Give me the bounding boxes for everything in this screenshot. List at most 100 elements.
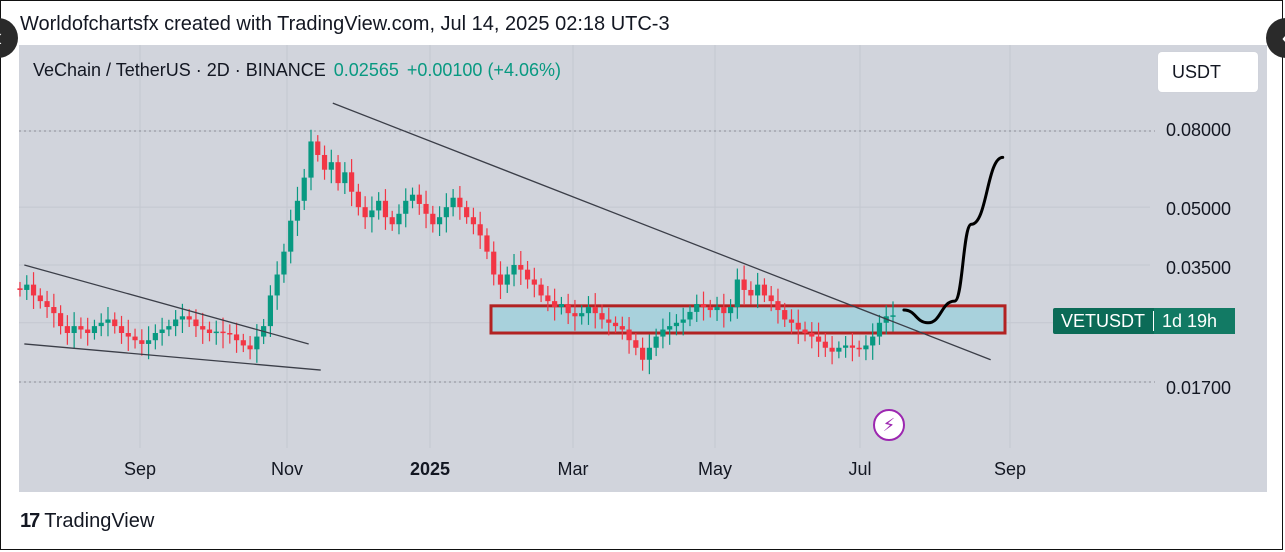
candle-body [254,336,260,350]
attribution-text: Worldofchartsfx created with TradingView… [20,13,670,35]
candle-body [511,264,517,275]
candle-body [409,194,416,201]
price-axis-label: 0.03500 [1166,258,1232,278]
candle-body [748,289,754,296]
candle-body [58,313,64,327]
candle-body [890,315,896,317]
candle-body [464,207,470,218]
candle-body [145,340,152,344]
candle-body [870,336,876,346]
ticker-symbol: VETUSDT [1061,311,1146,331]
candle-body [335,162,341,184]
time-axis-label: 2025 [409,459,451,479]
candle-body [782,310,788,320]
candle-body [139,340,145,344]
chevron-left-icon[interactable]: ‹ [1266,18,1285,58]
candle-body [809,333,815,337]
candle-body [362,207,368,218]
candle-body [342,172,348,184]
candle-body [105,319,111,323]
candle-body [504,274,510,285]
candle-body [206,329,213,334]
candle-body [849,345,855,348]
candle-body [91,326,98,334]
candle-body [294,200,301,221]
candle-body [653,336,659,348]
candle-body [538,284,544,296]
candle-body [741,279,747,290]
candle-body [132,336,138,341]
candle-body [491,251,497,275]
lightning-icon[interactable]: ⚡ [873,409,905,441]
candle-body [274,274,280,296]
candle-body [328,162,334,170]
candle-body [51,307,57,314]
candle-body [545,295,551,302]
candle-body [470,217,477,225]
candle-body [349,172,355,192]
candle-body [843,345,849,348]
candle-body [125,333,131,337]
chart-panel[interactable] [19,45,1267,492]
candle-body [457,197,463,208]
candle-body [200,326,206,330]
candle-body [667,326,673,330]
time-axis-label: Nov [270,459,304,479]
candle-body [315,141,321,155]
candle-body [802,329,808,334]
projection-curve [902,155,1005,325]
candle-body [240,340,246,346]
candle-body [44,301,50,308]
candle-body [518,264,524,270]
candle-body [680,319,686,323]
candle-body [856,347,862,350]
candle-body [423,203,429,214]
candle-body [694,304,700,312]
candle-body [768,295,774,302]
candle-body [227,333,233,335]
candle-body [382,200,389,218]
candle-body [633,340,639,348]
chart-legend: VeChain / TetherUS · 2D · BINANCE 0.02565… [33,60,561,81]
candle-body [308,141,314,178]
time-axis-label: Mar [557,459,589,479]
candle-body [524,269,531,280]
candle-body [592,307,598,314]
candle-body [281,251,287,275]
price-level-lines [19,130,1155,383]
candle-body [531,279,537,285]
candle-body [585,307,592,314]
candle-body [64,326,70,334]
candle-body [355,191,361,208]
candle-body [829,347,835,352]
candle-body [321,154,328,170]
candle-body [579,313,585,317]
candle-body [673,322,680,327]
price-axis-label: 0.01700 [1166,378,1232,398]
candle-body [159,329,165,334]
tradingview-logo[interactable]: 17 TradingView [20,510,154,533]
candle-body [213,331,219,334]
candle-body [71,326,77,334]
trendline [24,264,309,345]
candle-body [876,322,883,337]
candle-body [727,307,734,314]
candle-body [247,345,253,350]
trendlines-group [24,102,1005,371]
candle-body [572,313,578,317]
currency-button[interactable]: USDT [1158,52,1258,92]
price-axis-label: 0.05000 [1166,199,1232,219]
candle-body [707,307,713,311]
candle-body [118,326,125,334]
candle-body [186,316,192,320]
candle-body [443,207,449,218]
chevron-left-icon[interactable]: ‹ [0,18,18,58]
candle-body [233,334,240,341]
chart-grid [19,45,1150,448]
candle-body [640,347,646,360]
candle-body [98,322,104,327]
trendline [24,343,321,371]
candle-body [112,319,118,327]
